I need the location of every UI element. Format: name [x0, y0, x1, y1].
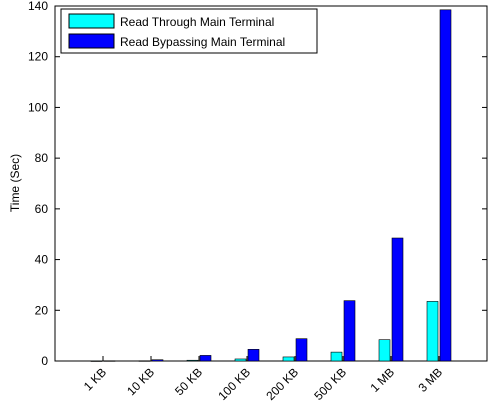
y-tick-label: 0 — [41, 354, 48, 368]
bar-through — [426, 301, 439, 362]
bar-bypass — [151, 359, 164, 362]
bar-through — [186, 359, 199, 362]
bar-bypass — [247, 349, 260, 362]
x-tick-label: 10 KB — [124, 365, 157, 398]
y-tick-label: 140 — [28, 0, 48, 13]
x-tick-label: 100 KB — [215, 365, 253, 403]
bar-through — [282, 356, 295, 362]
bar-through — [234, 358, 247, 362]
x-tick-label: 3 MB — [415, 365, 445, 395]
y-tick-label: 100 — [28, 100, 48, 114]
legend-label-1: Read Through Main Terminal — [120, 15, 274, 29]
y-tick-label: 120 — [28, 50, 48, 64]
bar-bypass — [439, 9, 452, 362]
y-tick-label: 80 — [35, 151, 49, 165]
y-tick-label: 60 — [35, 202, 49, 216]
bar-through — [330, 351, 343, 362]
bar-bypass — [199, 355, 212, 362]
y-axis-label: Time (Sec) — [8, 154, 22, 212]
y-axis: 0 20 40 60 80 100 120 140 — [28, 0, 487, 368]
bar-bypass — [103, 360, 116, 362]
x-tick-label: 200 KB — [263, 365, 301, 403]
x-axis: 1 KB 10 KB 50 KB 100 KB 200 KB 500 KB 1 MB 3 MB — [81, 356, 445, 403]
y-tick-label: 20 — [35, 303, 49, 317]
legend: Read Through Main Terminal Read Bypassin… — [60, 8, 318, 54]
legend-swatch-1 — [68, 13, 115, 29]
bar-bypass — [295, 338, 308, 362]
plot-area — [54, 5, 488, 362]
bar-bypass — [343, 300, 356, 362]
bar-through — [138, 360, 151, 362]
bars-group — [90, 9, 452, 362]
y-tick-label: 40 — [35, 253, 49, 267]
x-tick-label: 50 KB — [172, 365, 205, 398]
legend-label-2: Read Bypassing Main Terminal — [120, 35, 285, 49]
bar-through — [378, 339, 391, 362]
bar-bypass — [391, 237, 404, 362]
bar-through — [90, 360, 103, 362]
x-tick-label: 1 MB — [367, 365, 397, 395]
legend-swatch-2 — [68, 33, 115, 49]
x-tick-label: 1 KB — [81, 365, 109, 393]
x-tick-label: 500 KB — [311, 365, 349, 403]
